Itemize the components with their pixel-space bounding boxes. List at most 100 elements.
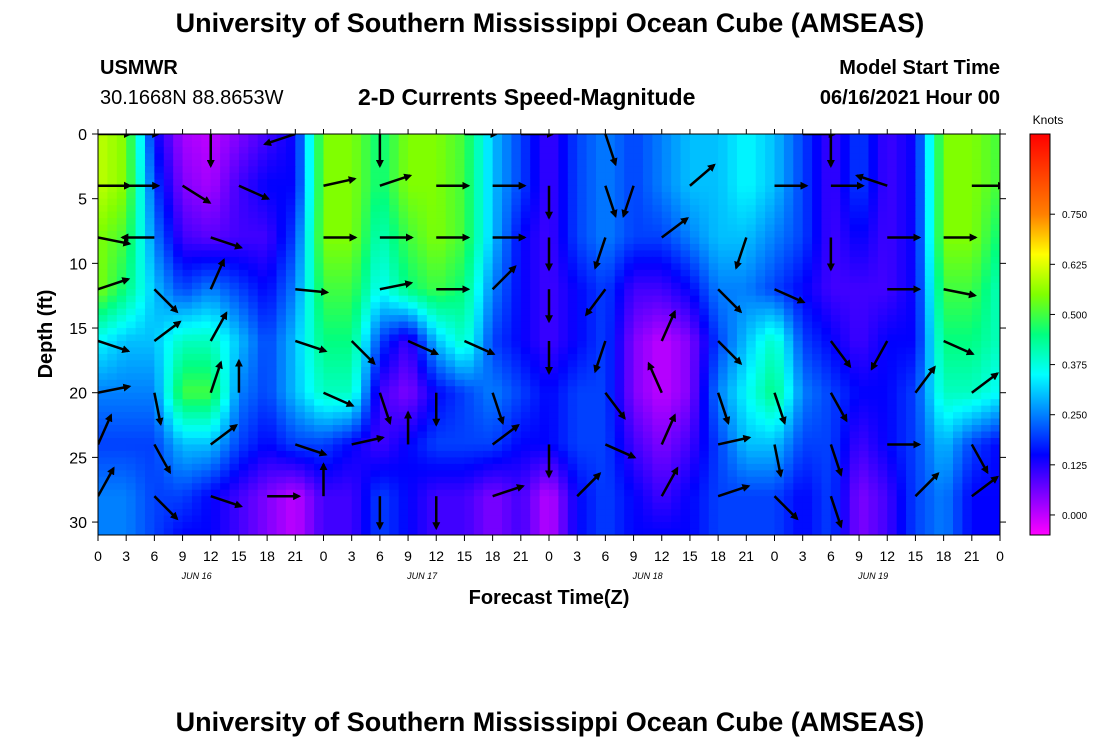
heatmap-cell bbox=[633, 218, 644, 226]
heatmap-cell bbox=[953, 146, 964, 155]
heatmap-cell bbox=[389, 405, 400, 413]
heatmap-cell bbox=[934, 263, 945, 271]
heatmap-cell bbox=[802, 437, 813, 446]
heatmap-cell bbox=[774, 386, 785, 394]
heatmap-cell bbox=[840, 379, 851, 387]
heatmap-cell bbox=[220, 295, 231, 303]
heatmap-cell bbox=[680, 159, 691, 167]
heatmap-cell bbox=[718, 431, 729, 439]
heatmap-cell bbox=[699, 425, 710, 433]
heatmap-cell bbox=[539, 360, 550, 368]
heatmap-cell bbox=[201, 224, 212, 232]
heatmap-cell bbox=[351, 444, 362, 452]
heatmap-cell bbox=[906, 159, 917, 167]
heatmap-cell bbox=[558, 172, 569, 180]
heatmap-cell bbox=[934, 172, 945, 180]
heatmap-cell bbox=[624, 153, 635, 161]
heatmap-cell bbox=[549, 347, 559, 355]
heatmap-cell bbox=[736, 405, 747, 413]
heatmap-cell bbox=[962, 269, 973, 277]
heatmap-cell bbox=[802, 334, 813, 342]
heatmap-cell bbox=[267, 256, 278, 264]
heatmap-cell bbox=[173, 425, 184, 433]
heatmap-cell bbox=[426, 353, 437, 361]
heatmap-cell bbox=[502, 308, 513, 316]
heatmap-cell bbox=[567, 218, 578, 226]
heatmap-cell bbox=[624, 366, 635, 374]
heatmap-cell bbox=[464, 166, 475, 174]
heatmap-cell bbox=[276, 205, 287, 213]
heatmap-cell bbox=[736, 386, 747, 394]
heatmap-cell bbox=[492, 315, 503, 323]
heatmap-cell bbox=[163, 418, 174, 426]
heatmap-cell bbox=[661, 379, 672, 387]
heatmap-cell bbox=[934, 321, 945, 329]
heatmap-cell bbox=[182, 289, 193, 297]
heatmap-cell bbox=[530, 166, 541, 174]
heatmap-cell bbox=[530, 198, 541, 206]
heatmap-cell bbox=[379, 159, 390, 167]
heatmap-cell bbox=[210, 450, 221, 458]
heatmap-cell bbox=[473, 140, 484, 148]
heatmap-cell bbox=[812, 179, 823, 187]
heatmap-cell bbox=[624, 263, 635, 271]
heatmap-cell bbox=[530, 153, 541, 161]
heatmap-cell bbox=[530, 224, 541, 232]
heatmap-cell bbox=[332, 263, 343, 271]
heatmap-cell bbox=[182, 334, 193, 342]
heatmap-cell bbox=[802, 153, 813, 161]
heatmap-cell bbox=[285, 153, 296, 161]
heatmap-cell bbox=[436, 153, 447, 161]
heatmap-cell bbox=[859, 373, 870, 381]
heatmap-cell bbox=[464, 463, 475, 471]
heatmap-cell bbox=[408, 450, 419, 458]
heatmap-cell bbox=[257, 218, 268, 226]
heatmap-cell bbox=[962, 308, 973, 316]
heatmap-cell bbox=[295, 425, 306, 433]
heatmap-cell bbox=[755, 463, 766, 471]
heatmap-cell bbox=[859, 205, 870, 213]
heatmap-cell bbox=[652, 224, 663, 232]
heatmap-cell bbox=[877, 224, 888, 232]
heatmap-cell bbox=[379, 399, 390, 407]
heatmap-cell bbox=[154, 315, 165, 323]
heatmap-cell bbox=[154, 353, 165, 361]
heatmap-cell bbox=[877, 457, 888, 465]
heatmap-cell bbox=[633, 250, 644, 258]
heatmap-cell bbox=[774, 347, 785, 355]
heatmap-cell bbox=[436, 340, 447, 349]
heatmap-cell bbox=[896, 224, 907, 232]
heatmap-cell bbox=[595, 392, 606, 400]
heatmap-cell bbox=[285, 289, 296, 297]
heatmap-cell bbox=[304, 243, 315, 252]
heatmap-cell bbox=[173, 179, 184, 187]
heatmap-cell bbox=[107, 399, 118, 407]
heatmap-cell bbox=[793, 140, 804, 148]
heatmap-cell bbox=[577, 308, 588, 316]
heatmap-cell bbox=[276, 437, 287, 446]
heatmap-cell bbox=[943, 366, 954, 374]
heatmap-cell bbox=[586, 192, 597, 200]
heatmap-cell bbox=[304, 379, 315, 387]
heatmap-cell bbox=[511, 328, 522, 336]
heatmap-cell bbox=[661, 444, 672, 452]
heatmap-cell bbox=[135, 405, 146, 413]
heatmap-cell bbox=[455, 412, 466, 420]
heatmap-cell bbox=[765, 302, 776, 310]
heatmap-cell bbox=[398, 192, 409, 200]
heatmap-cell bbox=[821, 159, 832, 167]
heatmap-cell bbox=[943, 231, 954, 239]
heatmap-cell bbox=[727, 315, 738, 323]
heatmap-cell bbox=[567, 179, 578, 187]
heatmap-cell bbox=[783, 269, 794, 277]
heatmap-cell bbox=[285, 328, 296, 336]
heatmap-cell bbox=[708, 250, 719, 258]
heatmap-cell bbox=[680, 431, 691, 439]
heatmap-cell bbox=[953, 405, 964, 413]
heatmap-cell bbox=[276, 405, 287, 413]
heatmap-cell bbox=[708, 373, 719, 381]
heatmap-cell bbox=[549, 379, 559, 387]
heatmap-cell bbox=[586, 289, 597, 297]
heatmap-cell bbox=[962, 237, 973, 245]
heatmap-cell bbox=[633, 179, 644, 187]
